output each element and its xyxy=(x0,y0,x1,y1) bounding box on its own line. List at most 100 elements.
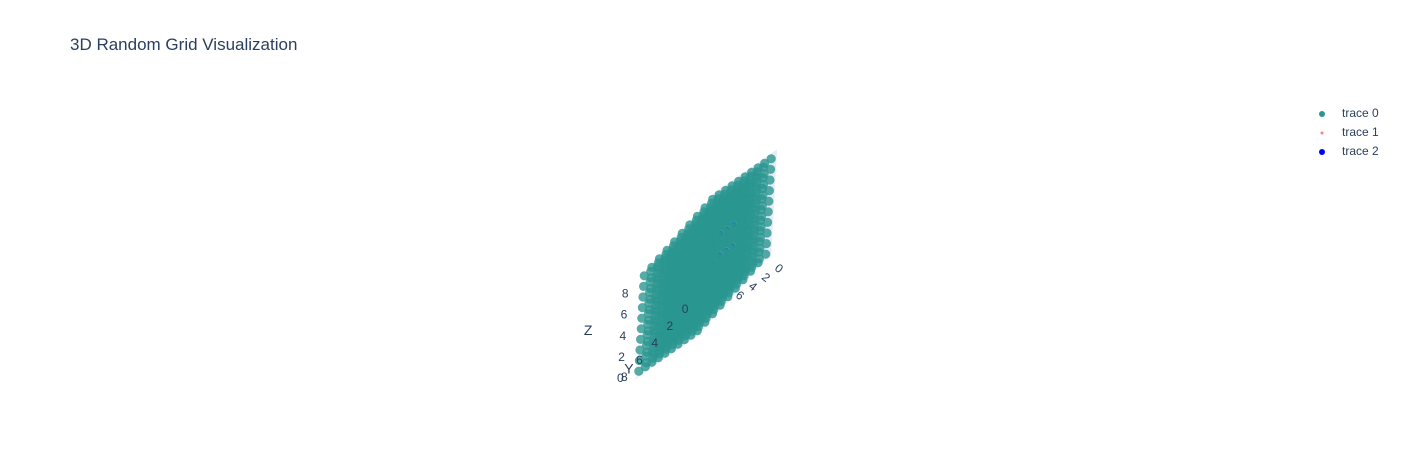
grid-point xyxy=(722,266,733,276)
grid-point xyxy=(755,243,765,253)
x-tick-label: 2 xyxy=(759,270,773,285)
grid-point xyxy=(749,237,759,247)
grid-point xyxy=(736,246,746,256)
grid-point xyxy=(675,260,686,270)
grid-point xyxy=(756,222,766,232)
y-tick-label: 4 xyxy=(651,336,658,350)
grid-point xyxy=(653,275,663,285)
grid-point xyxy=(739,193,749,203)
grid-point xyxy=(716,270,726,280)
grid-point xyxy=(646,273,656,283)
grid-point xyxy=(651,307,662,317)
x-tick-label: 0 xyxy=(772,261,786,276)
grid-point xyxy=(666,300,676,310)
grid-point xyxy=(658,319,668,330)
grid-point xyxy=(657,330,667,340)
grid-point xyxy=(644,315,654,325)
grid-point xyxy=(675,271,685,281)
y-axis-title: Y xyxy=(624,361,634,377)
grid-point xyxy=(713,211,723,221)
grid-point xyxy=(638,292,648,302)
grid-point xyxy=(718,228,728,238)
grid-point xyxy=(719,206,730,217)
legend-item[interactable]: trace 0 xyxy=(1319,106,1379,120)
grid-point xyxy=(715,281,725,291)
grid-point xyxy=(658,309,669,319)
z-tick-label: 6 xyxy=(621,308,628,322)
grid-point xyxy=(753,173,763,183)
grid-point xyxy=(750,226,760,236)
grid-point xyxy=(753,163,763,173)
x-tick-label: 4 xyxy=(746,279,760,294)
grid-point xyxy=(740,182,750,192)
z-axis-title: Z xyxy=(584,322,593,338)
grid-point xyxy=(718,238,728,248)
legend-item[interactable]: trace 1 xyxy=(1320,125,1380,139)
grid-point xyxy=(761,239,772,249)
grid-point xyxy=(665,322,675,332)
grid-point xyxy=(719,217,729,227)
chart-title: 3D Random Grid Visualization xyxy=(70,35,297,54)
grid-point xyxy=(634,356,645,366)
grid-point xyxy=(680,305,690,315)
grid-point xyxy=(763,217,773,227)
grid-point xyxy=(649,349,659,359)
grid-point xyxy=(765,175,775,185)
grid-point xyxy=(721,185,731,195)
grid-point xyxy=(650,328,660,338)
grid-point xyxy=(706,226,716,236)
grid-point xyxy=(661,256,672,266)
grid-point xyxy=(710,264,720,274)
grid-point xyxy=(660,288,670,298)
grid-point xyxy=(668,269,678,279)
grid-point xyxy=(724,234,734,244)
grid-point xyxy=(709,285,719,295)
grid-point xyxy=(689,275,699,285)
grid-point xyxy=(637,313,647,323)
grid-point xyxy=(735,267,745,277)
y-tick-label: 8 xyxy=(621,370,628,384)
grid-point xyxy=(676,249,686,260)
grid-point xyxy=(742,252,752,262)
grid-point xyxy=(758,179,769,190)
grid-point xyxy=(764,196,774,206)
grid-point xyxy=(682,262,693,272)
grid-point xyxy=(760,158,770,168)
grid-point xyxy=(750,216,760,226)
grid-point xyxy=(720,196,730,206)
grid-point xyxy=(657,341,667,351)
y-tick-label: 0 xyxy=(682,302,689,316)
grid-point xyxy=(766,164,776,174)
grid-point xyxy=(725,223,735,233)
grid-point xyxy=(706,215,717,226)
grid-point xyxy=(727,191,737,201)
grid-point xyxy=(752,184,762,194)
grid-point xyxy=(705,247,715,257)
grid-point xyxy=(690,254,700,264)
grid-point xyxy=(737,235,747,245)
grid-point xyxy=(733,187,743,197)
grid-point xyxy=(645,294,655,304)
grid-point xyxy=(730,240,740,250)
legend-item[interactable]: trace 2 xyxy=(1319,144,1379,158)
grid-point xyxy=(714,190,724,200)
grid-point xyxy=(699,224,709,234)
grid-point xyxy=(709,275,720,285)
grid-point xyxy=(684,230,694,240)
grid-point xyxy=(759,169,769,179)
grid-point xyxy=(698,245,708,255)
grid-point xyxy=(674,281,684,291)
legend-label: trace 1 xyxy=(1342,125,1379,139)
grid-point xyxy=(716,259,727,270)
y-tick-label: 2 xyxy=(667,319,674,333)
grid-point xyxy=(695,298,705,308)
legend: trace 0 trace 1 trace 2 xyxy=(1319,106,1379,158)
grid-point xyxy=(642,347,652,357)
z-tick-label: 0 xyxy=(617,371,624,385)
grid-point xyxy=(643,326,653,336)
grid-point xyxy=(688,285,698,296)
grid-point xyxy=(766,154,776,164)
grid-point xyxy=(667,279,677,289)
grid-point xyxy=(758,190,768,200)
